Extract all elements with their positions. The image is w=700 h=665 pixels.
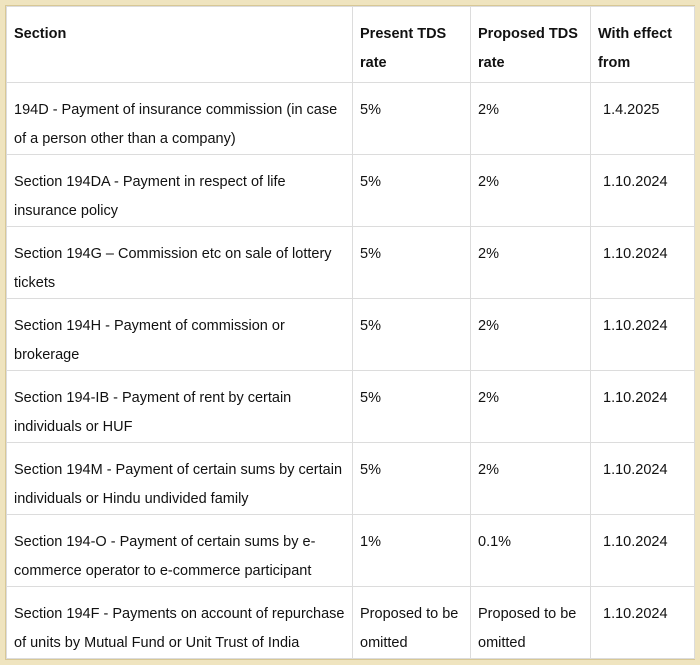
table-row: Section 194M - Payment of certain sums b… <box>6 442 695 515</box>
header-row: Section Present TDS rate Proposed TDS rate… <box>6 6 695 83</box>
table-row: 194D - Payment of insurance commission (… <box>6 82 695 155</box>
table-cell: 1.10.2024 <box>590 442 695 515</box>
table-cell: 5% <box>352 370 471 443</box>
table-cell: 2% <box>470 298 591 371</box>
table-cell: 2% <box>470 82 591 155</box>
table-cell: 2% <box>470 154 591 227</box>
table-cell: Section 194H - Payment of commission or … <box>6 298 353 371</box>
table-cell: Section 194F - Payments on account of re… <box>6 586 353 659</box>
table-cell: Section 194-IB - Payment of rent by cert… <box>6 370 353 443</box>
table-cell: 0.1% <box>470 514 591 587</box>
table-cell: Section 194M - Payment of certain sums b… <box>6 442 353 515</box>
header-cell: Present TDS rate <box>352 6 471 83</box>
table-cell: 5% <box>352 226 471 299</box>
tds-table: Section Present TDS rate Proposed TDS rate… <box>6 6 695 659</box>
table-cell: Proposed to be omitted <box>352 586 471 659</box>
table-cell: Proposed to be omitted <box>470 586 591 659</box>
table-row: Section 194G – Commission etc on sale of… <box>6 226 695 299</box>
table-cell: 1.4.2025 <box>590 82 695 155</box>
table-cell: 2% <box>470 226 591 299</box>
table-cell: 5% <box>352 298 471 371</box>
table-cell: 1.10.2024 <box>590 226 695 299</box>
table-cell: 2% <box>470 370 591 443</box>
table-cell: Section 194DA - Payment in respect of li… <box>6 154 353 227</box>
table-cell: 5% <box>352 82 471 155</box>
table-cell: 1.10.2024 <box>590 370 695 443</box>
table-cell: 194D - Payment of insurance commission (… <box>6 82 353 155</box>
table-row: Section 194-O - Payment of certain sums … <box>6 514 695 587</box>
header-cell: Section <box>6 6 353 83</box>
table-cell: 5% <box>352 442 471 515</box>
table-cell: 5% <box>352 154 471 227</box>
table-row: Section 194H - Payment of commission or … <box>6 298 695 371</box>
table-row: Section 194F - Payments on account of re… <box>6 586 695 659</box>
table-cell: 1% <box>352 514 471 587</box>
table-cell: 1.10.2024 <box>590 298 695 371</box>
table-cell: 1.10.2024 <box>590 154 695 227</box>
table-row: Section 194DA - Payment in respect of li… <box>6 154 695 227</box>
table-cell: 2% <box>470 442 591 515</box>
header-cell: Proposed TDS rate <box>470 6 591 83</box>
table-cell: Section 194-O - Payment of certain sums … <box>6 514 353 587</box>
table-cell: Section 194G – Commission etc on sale of… <box>6 226 353 299</box>
table-row: Section 194-IB - Payment of rent by cert… <box>6 370 695 443</box>
header-cell: With effect from <box>590 6 695 83</box>
table-cell: 1.10.2024 <box>590 514 695 587</box>
table-cell: 1.10.2024 <box>590 586 695 659</box>
